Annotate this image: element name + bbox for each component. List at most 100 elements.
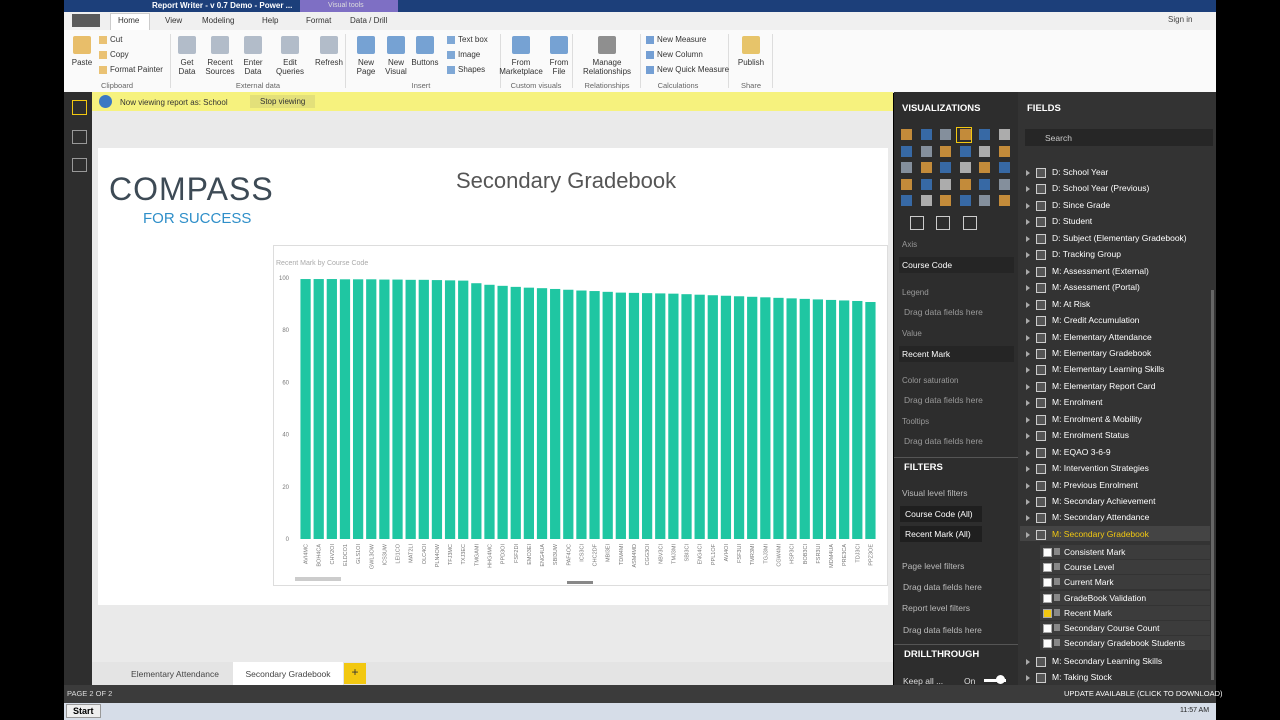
ribbon-button[interactable]: Manage Relationships <box>582 58 632 76</box>
search-box[interactable] <box>1025 129 1213 146</box>
page-tab[interactable] <box>120 662 230 685</box>
table-name[interactable]: D: Student <box>1052 216 1093 227</box>
viz-icon[interactable] <box>979 195 990 206</box>
ribbon-tab[interactable]: Data / Drill <box>350 16 388 25</box>
expand-arrow[interactable] <box>1026 235 1030 242</box>
expand-arrow[interactable] <box>1026 202 1030 209</box>
expand-arrow[interactable] <box>1026 383 1030 390</box>
pane-tab-icon[interactable] <box>963 216 977 230</box>
viz-icon[interactable] <box>940 195 951 206</box>
ribbon-tab[interactable]: View <box>165 16 183 25</box>
expand-arrow[interactable] <box>1026 350 1030 357</box>
ribbon-icon[interactable] <box>211 36 229 54</box>
drop-zone[interactable]: Drag data fields here <box>904 436 983 446</box>
viz-icon[interactable] <box>920 129 932 140</box>
viz-icon[interactable] <box>979 129 990 140</box>
ribbon-button[interactable]: Recent Sources <box>205 58 235 76</box>
ribbon-tab[interactable]: Format <box>306 16 332 25</box>
table-name[interactable]: M: Enrolment Status <box>1052 430 1130 441</box>
viz-icon[interactable] <box>998 145 1010 157</box>
ribbon-small-button[interactable]: New Quick Measure <box>657 65 730 74</box>
field-name[interactable]: Recent Mark <box>1064 607 1113 618</box>
table-name[interactable]: D: Subject (Elementary Gradebook) <box>1052 232 1187 243</box>
viz-icon[interactable] <box>920 145 932 157</box>
small-icon[interactable] <box>447 66 455 74</box>
viz-icon[interactable] <box>959 145 971 157</box>
ribbon-button[interactable]: From File <box>549 58 569 76</box>
ribbon-icon[interactable] <box>742 36 760 54</box>
ribbon-button[interactable]: Edit Queries <box>275 58 305 76</box>
viz-icon[interactable] <box>901 129 912 140</box>
table-name[interactable]: D: School Year <box>1052 167 1109 177</box>
expand-arrow[interactable] <box>1026 400 1030 407</box>
viz-icon[interactable] <box>998 178 1010 190</box>
expand-arrow[interactable] <box>1026 499 1030 505</box>
filter-card[interactable] <box>900 526 982 542</box>
small-icon[interactable] <box>99 66 107 74</box>
viz-icon[interactable] <box>979 145 990 157</box>
viz-icon[interactable] <box>959 162 971 173</box>
expand-arrow[interactable] <box>1026 675 1030 682</box>
ribbon-icon[interactable] <box>387 36 405 54</box>
small-icon[interactable] <box>646 36 654 44</box>
viz-icon[interactable] <box>998 195 1010 206</box>
page-tab[interactable] <box>233 662 343 685</box>
table-name[interactable]: M: Elementary Gradebook <box>1052 347 1152 358</box>
small-icon[interactable] <box>447 36 455 44</box>
viz-icon[interactable] <box>901 195 912 206</box>
ribbon-small-button[interactable]: Image <box>458 50 481 59</box>
expand-arrow[interactable] <box>1026 301 1030 308</box>
table-name[interactable]: M: Taking Stock <box>1052 672 1112 683</box>
table-name[interactable]: M: Assessment (External) <box>1052 265 1149 276</box>
toggle-track[interactable] <box>984 679 1006 682</box>
viz-icon[interactable] <box>920 195 932 206</box>
small-icon[interactable] <box>99 51 107 59</box>
field-name[interactable]: Secondary Gradebook Students <box>1064 638 1185 649</box>
ribbon-tab[interactable]: Modeling <box>202 16 235 25</box>
viz-icon[interactable] <box>998 162 1010 173</box>
viz-icon[interactable] <box>901 178 912 190</box>
ribbon-button[interactable]: Buttons <box>411 58 439 67</box>
drop-zone[interactable]: Drag data fields here <box>903 582 982 592</box>
viz-icon[interactable] <box>979 162 990 173</box>
well-field[interactable] <box>899 346 1014 362</box>
viz-icon[interactable] <box>940 145 951 157</box>
add-page[interactable] <box>344 663 366 684</box>
table-name[interactable]: M: Previous Enrolment <box>1052 479 1138 490</box>
update-notice[interactable]: UPDATE AVAILABLE (CLICK TO DOWNLOAD) <box>1064 689 1223 698</box>
field-name[interactable]: Secondary Course Count <box>1064 623 1160 633</box>
checkbox[interactable] <box>1043 578 1052 588</box>
stop-viewing[interactable]: Stop viewing <box>250 95 316 108</box>
table-name[interactable]: D: Tracking Group <box>1052 249 1121 260</box>
visual-frame[interactable] <box>273 245 888 586</box>
checkbox[interactable] <box>1043 608 1052 618</box>
expand-arrow[interactable] <box>1026 268 1030 275</box>
checkbox[interactable] <box>1043 639 1052 649</box>
viz-icon[interactable] <box>901 145 912 157</box>
expand-arrow[interactable] <box>1026 318 1030 325</box>
table-name[interactable]: M: Secondary Attendance <box>1052 512 1150 523</box>
ribbon-icon[interactable] <box>178 36 196 54</box>
pane-tab-icon[interactable] <box>936 216 950 230</box>
ribbon-button[interactable]: New Visual <box>385 58 407 76</box>
report-view-icon[interactable] <box>72 100 87 115</box>
expand-arrow[interactable] <box>1026 285 1030 292</box>
ribbon-icon[interactable] <box>512 36 530 54</box>
ribbon-small-button[interactable]: Cut <box>110 35 123 44</box>
checkbox[interactable] <box>1043 563 1052 573</box>
expand-arrow[interactable] <box>1026 433 1030 440</box>
expand-arrow[interactable] <box>1026 659 1030 665</box>
viz-icon[interactable] <box>940 129 951 140</box>
checkbox[interactable] <box>1043 593 1052 603</box>
ribbon-icon[interactable] <box>281 36 299 54</box>
filter-card[interactable] <box>900 506 982 522</box>
expand-arrow[interactable] <box>1026 170 1030 176</box>
expand-arrow[interactable] <box>1026 252 1030 259</box>
pane-tab-icon[interactable] <box>910 216 924 230</box>
viz-icon[interactable] <box>998 129 1010 140</box>
viz-icon[interactable] <box>920 162 932 173</box>
page-tab-label[interactable]: Elementary Attendance <box>131 669 219 679</box>
checkbox[interactable] <box>1043 624 1052 633</box>
expand-arrow[interactable] <box>1026 482 1030 489</box>
small-icon[interactable] <box>646 51 654 59</box>
